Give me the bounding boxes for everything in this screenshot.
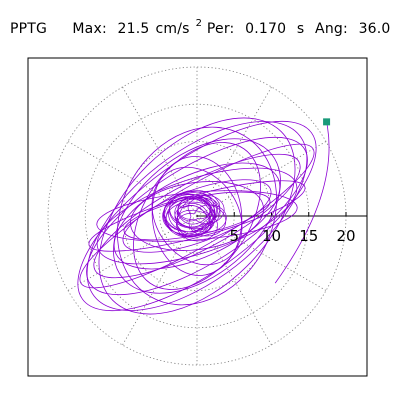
max-unit-exponent: 2 [195, 18, 203, 29]
trace-loop-1 [113, 162, 281, 270]
max-label: Max: [72, 21, 107, 37]
radial-tick-label-5: 5 [229, 227, 239, 245]
trace-loop-17 [86, 121, 308, 311]
per-label: Per: [206, 21, 235, 37]
ang-label: Ang: [315, 21, 348, 37]
peak-marker [323, 118, 331, 126]
radial-tick-label-20: 20 [336, 227, 355, 245]
trace-loop-10 [133, 142, 261, 290]
radial-tick-label-15: 15 [299, 227, 318, 245]
max-unit: cm/s [155, 21, 190, 37]
radial-axis [197, 212, 367, 217]
per-unit: s [296, 21, 305, 37]
trace-loop-11 [130, 181, 264, 251]
trace-loop-15 [96, 190, 298, 242]
plot-frame [27, 57, 368, 377]
trace-core [162, 189, 227, 242]
trace-loop-8 [96, 167, 298, 265]
trace-loop-2 [86, 136, 308, 296]
trace-loop-5 [113, 138, 281, 294]
trajectory-trace [77, 117, 330, 315]
radial-tick-label-10: 10 [262, 227, 281, 245]
per-value: 0.170 [245, 21, 287, 37]
max-value: 21.5 [117, 21, 150, 37]
trace-peak-tail [274, 121, 330, 284]
trace-loop-7 [98, 117, 296, 315]
radial-tick-labels: 5 10 15 20 [229, 227, 355, 245]
trace-loop-14 [151, 156, 243, 276]
peak-point [323, 118, 331, 126]
trace-loop-13 [117, 126, 277, 306]
ang-value: 36.0 [358, 21, 391, 37]
trace-loop-9 [79, 143, 315, 289]
plot-header: PPTG Max: 21.5 cm/s 2 Per: 0.170 s Ang: 36… [10, 18, 397, 37]
plot-type-label: PPTG [10, 21, 48, 37]
trace-loop-3 [77, 120, 317, 312]
trace-loop-4 [93, 153, 301, 279]
